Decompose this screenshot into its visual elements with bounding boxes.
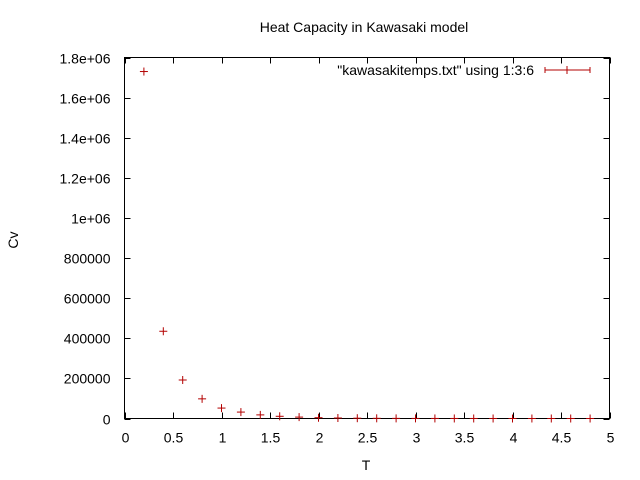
- x-tick-label: 0.5: [164, 430, 184, 446]
- x-tick-label: 2.5: [358, 430, 378, 446]
- data-point: [217, 404, 226, 413]
- y-tick-label: 1.4e+06: [60, 131, 111, 147]
- data-point: [236, 408, 245, 417]
- plot-area-frame: [124, 57, 610, 419]
- x-axis-ticks: 0 0.5 1 1.5 2 2.5 3 3.5 4 4.5 5: [122, 57, 615, 446]
- y-tick-label: 0: [103, 412, 111, 428]
- y-tick-label: 800000: [64, 251, 111, 267]
- x-tick-label: 4: [510, 430, 518, 446]
- data-point: [198, 394, 207, 403]
- x-tick-label: 3.5: [455, 430, 475, 446]
- y-tick-label: 1.2e+06: [60, 171, 111, 187]
- data-point: [256, 410, 265, 419]
- data-point: [547, 414, 556, 423]
- chart-title: Heat Capacity in Kawasaki model: [260, 19, 469, 35]
- x-tick-label: 4.5: [552, 430, 572, 446]
- data-point: [178, 375, 187, 384]
- data-point: [139, 67, 148, 76]
- data-point: [469, 414, 478, 423]
- data-point: [566, 414, 575, 423]
- x-tick-label: 1: [219, 430, 227, 446]
- legend: "kawasakitemps.txt" using 1:3:6: [337, 62, 591, 78]
- y-tick-label: 600000: [64, 291, 111, 307]
- data-point: [333, 413, 342, 422]
- data-point: [411, 414, 420, 423]
- data-point: [489, 414, 498, 423]
- data-point: [508, 414, 517, 423]
- data-point: [372, 414, 381, 423]
- legend-entry-marker: [544, 66, 591, 74]
- data-point: [353, 414, 362, 423]
- legend-entry-label: "kawasakitemps.txt" using 1:3:6: [337, 62, 534, 78]
- x-tick-label: 2: [316, 430, 324, 446]
- x-tick-label: 1.5: [261, 430, 281, 446]
- y-tick-label: 1.6e+06: [60, 91, 111, 107]
- y-tick-label: 1.8e+06: [60, 51, 111, 67]
- y-axis-label: Cv: [5, 231, 21, 248]
- x-tick-label: 5: [607, 430, 615, 446]
- x-axis-label: T: [362, 457, 371, 473]
- data-point: [527, 414, 536, 423]
- y-tick-label: 1e+06: [71, 211, 111, 227]
- data-point: [159, 327, 168, 336]
- data-point: [586, 414, 595, 423]
- data-points: [139, 67, 595, 423]
- y-tick-label: 400000: [64, 331, 111, 347]
- x-tick-label: 3: [413, 430, 421, 446]
- x-tick-label: 0: [122, 430, 130, 446]
- data-point: [314, 413, 323, 422]
- data-point: [295, 413, 304, 422]
- y-axis-ticks: 0 200000 400000 600000 800000 1e+06 1.2e+06 1.4…: [60, 51, 610, 428]
- data-point: [430, 414, 439, 423]
- data-point: [392, 414, 401, 423]
- y-tick-label: 200000: [64, 371, 111, 387]
- data-point: [450, 414, 459, 423]
- data-point: [275, 412, 284, 421]
